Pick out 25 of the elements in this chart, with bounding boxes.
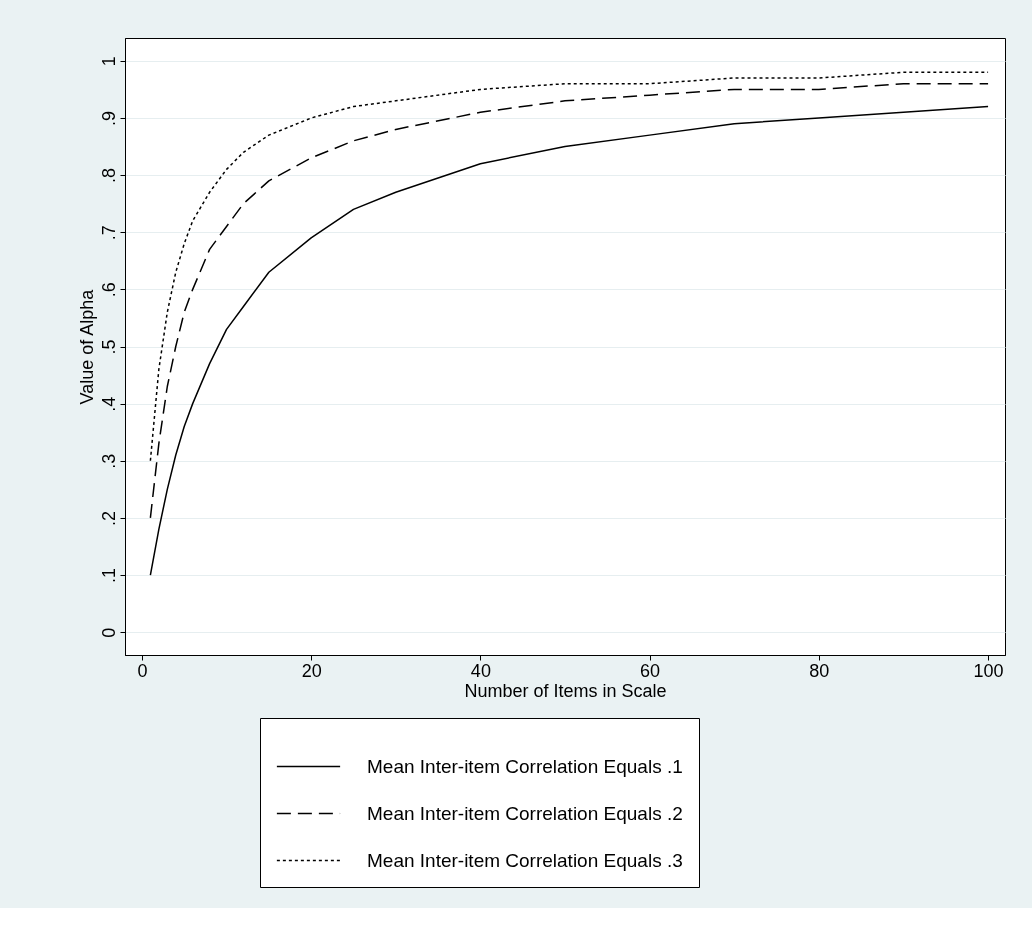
y-tick-label: .6 [98,282,119,298]
y-tick-label: .3 [98,453,119,469]
line-series [149,82,989,519]
x-tick-label: 80 [809,660,830,681]
y-tick-label: .7 [98,225,119,241]
legend-label: Mean Inter-item Correlation Equals .2 [367,802,683,824]
y-tick-label: .5 [98,339,119,355]
line-series [149,71,989,462]
line-series [149,105,989,576]
x-axis-title: Number of Items in Scale [464,680,667,701]
x-tick-label: 40 [470,660,491,681]
legend-label: Mean Inter-item Correlation Equals .3 [367,849,683,871]
y-tick-label: .9 [98,110,119,126]
y-tick-label: .1 [98,568,119,584]
y-tick-label: .4 [98,396,119,412]
legend-label: Mean Inter-item Correlation Equals .1 [367,755,683,777]
x-tick-label: 20 [301,660,322,681]
y-tick-label: .8 [98,168,119,184]
y-tick-label: 0 [98,627,119,638]
y-tick-label: .2 [98,510,119,526]
x-tick-label: 0 [137,660,148,681]
y-axis-title: Value of Alpha [76,288,97,405]
y-tick-label: 1 [98,56,119,67]
x-tick-label: 100 [973,660,1004,681]
x-tick-label: 60 [640,660,661,681]
